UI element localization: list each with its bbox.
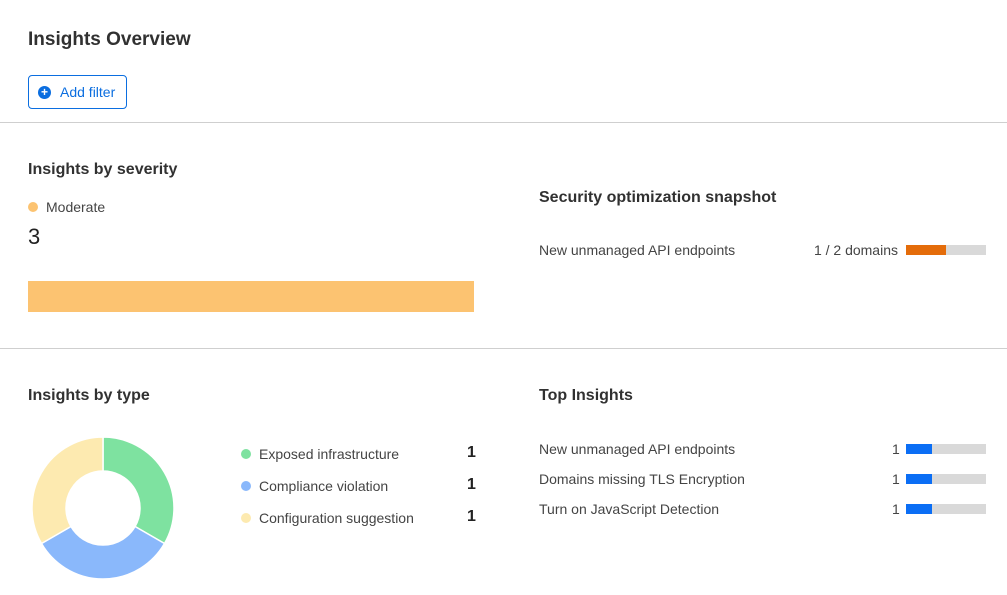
type-legend-item[interactable]: Exposed infrastructure — [241, 446, 399, 462]
snapshot-row-label: New unmanaged API endpoints — [539, 242, 736, 258]
type-legend-label: Configuration suggestion — [259, 510, 414, 526]
top-insight-label[interactable]: Turn on JavaScript Detection — [539, 501, 720, 517]
top-insight-bar-fill — [906, 474, 933, 484]
severity-legend: Moderate — [28, 199, 105, 215]
top-insight-bar — [906, 474, 986, 484]
snapshot-row-value: 1 / 2 domains — [813, 242, 898, 258]
top-insight-bar — [906, 504, 986, 514]
type-legend-item[interactable]: Configuration suggestion — [241, 510, 414, 526]
top-insights-title: Top Insights — [539, 387, 633, 404]
top-insight-label[interactable]: New unmanaged API endpoints — [539, 441, 736, 457]
donut-slice[interactable] — [102, 436, 175, 545]
donut-slice[interactable] — [31, 436, 104, 545]
type-legend-label: Compliance violation — [259, 478, 389, 494]
legend-dot-icon — [241, 481, 251, 491]
divider — [0, 348, 1007, 349]
donut-slice[interactable] — [40, 525, 166, 580]
page-title: Insights Overview — [28, 29, 191, 50]
snapshot-title: Security optimization snapshot — [539, 189, 777, 206]
type-legend-item[interactable]: Compliance violation — [241, 478, 388, 494]
type-legend-count: 1 — [467, 476, 476, 493]
legend-dot-icon — [241, 449, 251, 459]
top-insight-count: 1 — [892, 441, 900, 457]
top-insight-label[interactable]: Domains missing TLS Encryption — [539, 471, 745, 487]
top-insight-bar-fill — [906, 504, 933, 514]
by-type-title: Insights by type — [28, 387, 150, 404]
top-insight-count: 1 — [892, 501, 900, 517]
severity-legend-label: Moderate — [46, 199, 106, 215]
top-insight-bar — [906, 444, 986, 454]
add-filter-label: Add filter — [60, 84, 116, 100]
moderate-dot-icon — [28, 202, 38, 212]
divider — [0, 122, 1007, 123]
snapshot-progress-bar — [906, 245, 986, 255]
type-legend-count: 1 — [467, 444, 476, 461]
type-legend-label: Exposed infrastructure — [259, 446, 400, 462]
severity-title: Insights by severity — [28, 161, 178, 178]
type-legend-count: 1 — [467, 508, 476, 525]
top-insight-count: 1 — [892, 471, 900, 487]
plus-circle-icon: + — [38, 85, 51, 99]
type-donut-chart — [31, 436, 175, 580]
legend-dot-icon — [241, 513, 251, 523]
add-filter-button[interactable]: + Add filter — [28, 75, 127, 109]
severity-bar[interactable] — [28, 281, 474, 312]
severity-count: 3 — [28, 224, 41, 249]
top-insight-bar-fill — [906, 444, 933, 454]
